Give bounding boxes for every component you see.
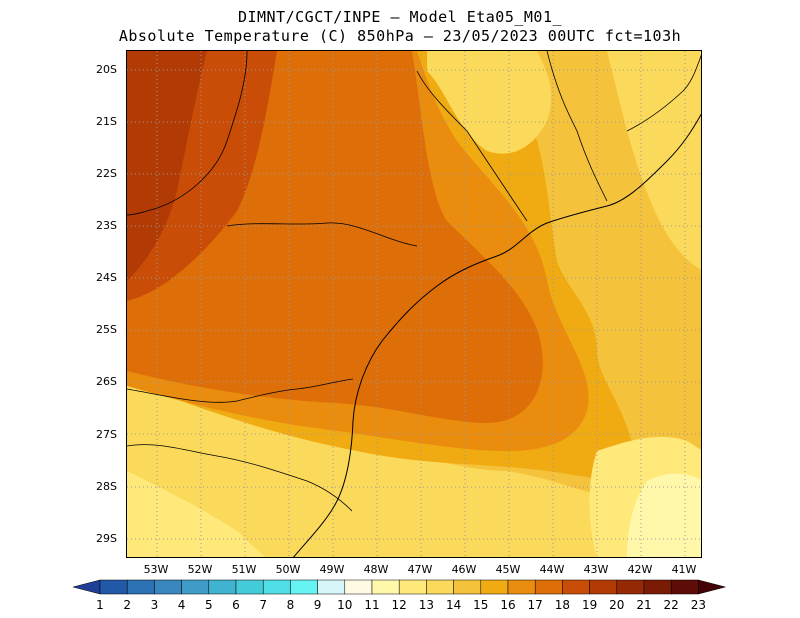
lon-label: 48W — [363, 563, 389, 576]
colorbar-cell — [99, 579, 128, 595]
colorbar-tick-label: 8 — [286, 598, 295, 612]
colorbar-cell — [290, 579, 318, 595]
lon-label: 42W — [627, 563, 653, 576]
lon-label: 47W — [407, 563, 433, 576]
lon-label: 41W — [671, 563, 697, 576]
colorbar-arrow-low — [72, 579, 101, 595]
field-21-22 — [127, 51, 207, 281]
lat-label: 20S — [96, 63, 117, 76]
lat-label: 22S — [96, 167, 117, 180]
lon-label: 46W — [451, 563, 477, 576]
colorbar-tick-label: 23 — [690, 598, 707, 612]
colorbar-cell — [208, 579, 237, 595]
colorbar-cell — [398, 579, 427, 595]
colorbar-cell — [643, 579, 672, 595]
colorbar-cell — [507, 579, 536, 595]
lat-label: 26S — [96, 375, 117, 388]
colorbar-tick-label: 12 — [391, 598, 407, 612]
colorbar-cell — [262, 579, 291, 595]
colorbar-tick-label: 2 — [123, 598, 131, 612]
temperature-map — [126, 50, 702, 558]
colorbar-tick-label: 5 — [204, 598, 213, 612]
coastlines — [127, 51, 701, 557]
lat-label: 24S — [96, 271, 117, 284]
colorbar-cell — [670, 579, 699, 595]
colorbar-tick-label: 16 — [500, 598, 516, 612]
colorbar-tick-label: 6 — [232, 598, 240, 612]
colorbar-tick-label: 19 — [581, 598, 598, 612]
colorbar-cell — [181, 579, 210, 595]
field-13-14-sw — [127, 471, 265, 557]
lon-label: 44W — [539, 563, 565, 576]
field-14-15 — [427, 51, 552, 154]
colorbar-tick-label: 14 — [445, 598, 462, 612]
field-12-13 — [627, 473, 701, 557]
colorbar-tick-label: 17 — [527, 598, 543, 612]
colorbar-cell — [453, 579, 482, 595]
colorbar-tick-label: 10 — [337, 598, 353, 612]
colorbar-cell — [126, 579, 155, 595]
colorbar-arrow-high — [698, 579, 727, 595]
map-subtitle: Absolute Temperature (C) 850hPa – 23/05/… — [118, 27, 682, 45]
colorbar-tick-label: 13 — [418, 598, 435, 612]
colorbar-tick-label: 9 — [313, 598, 322, 612]
colorbar-cell — [589, 579, 618, 595]
colorbar-tick-label: 20 — [609, 598, 625, 612]
colorbar-cell — [480, 579, 509, 595]
colorbar-cell — [371, 579, 400, 595]
colorbar-tick-label: 3 — [150, 598, 159, 612]
colorbar — [72, 579, 727, 595]
lat-label: 28S — [96, 480, 117, 493]
colorbar-tick-label: 7 — [259, 598, 267, 612]
map-canvas — [127, 51, 701, 557]
colorbar-tick-label: 15 — [473, 598, 489, 612]
lon-label: 51W — [231, 563, 257, 576]
lon-label: 53W — [143, 563, 169, 576]
lon-label: 43W — [583, 563, 609, 576]
colorbar-cell — [616, 579, 645, 595]
lat-label: 27S — [96, 428, 117, 441]
map-title: DIMNT/CGCT/INPE – Model Eta05_M01_ — [237, 8, 563, 26]
graticule — [127, 51, 701, 557]
colorbar-tick-label: 11 — [364, 598, 380, 612]
colorbar-tick-label: 18 — [554, 598, 571, 612]
colorbar-cell — [235, 579, 264, 595]
colorbar-cell — [154, 579, 182, 595]
colorbar-cell — [344, 579, 373, 595]
colorbar-cell — [426, 579, 454, 595]
lat-label: 29S — [96, 532, 117, 545]
colorbar-cell — [562, 579, 590, 595]
lon-label: 49W — [319, 563, 345, 576]
lon-label: 45W — [495, 563, 521, 576]
colorbar-cell — [534, 579, 563, 595]
colorbar-cell — [317, 579, 346, 595]
lat-label: 21S — [96, 115, 117, 128]
lat-label: 23S — [96, 219, 117, 232]
colorbar-tick-label: 1 — [96, 598, 104, 612]
lon-label: 52W — [187, 563, 213, 576]
colorbar-tick-label: 4 — [177, 598, 186, 612]
lat-label: 25S — [96, 323, 117, 336]
colorbar-tick-label: 22 — [663, 598, 679, 612]
lon-label: 50W — [275, 563, 301, 576]
colorbar-tick-label: 21 — [636, 598, 652, 612]
